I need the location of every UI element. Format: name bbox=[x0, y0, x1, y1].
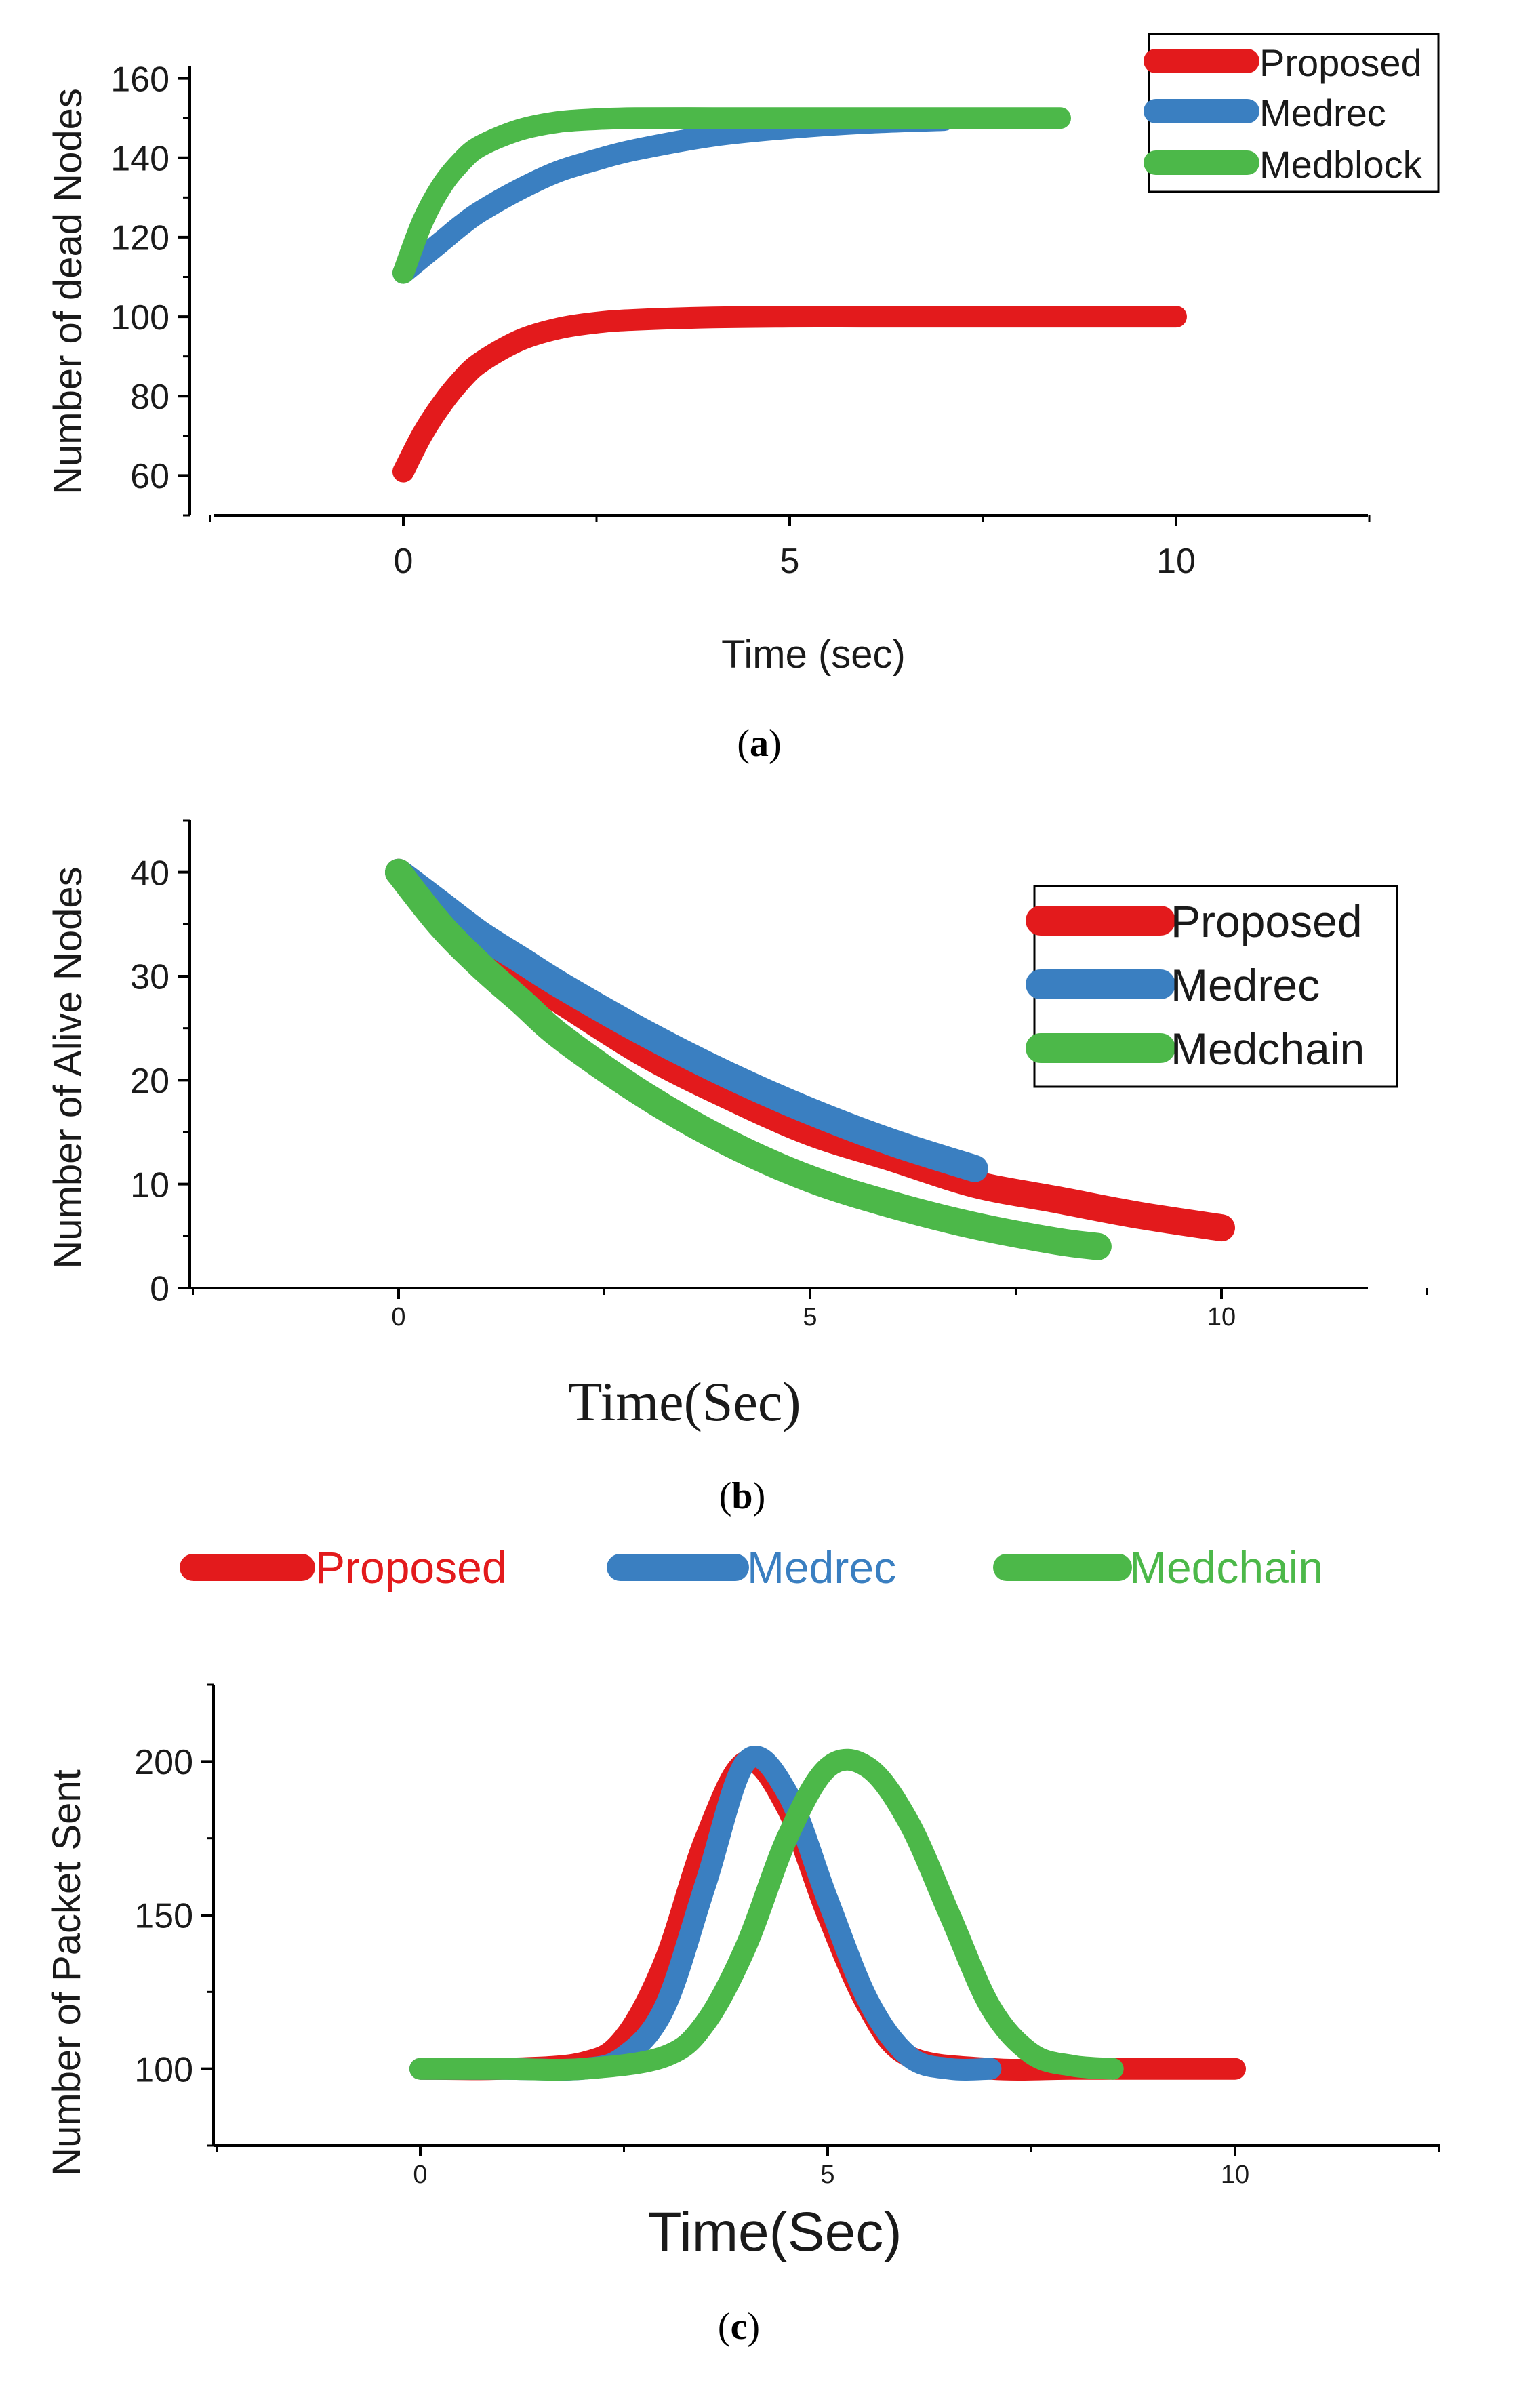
panel-b: Number of Alive Nodes 0 10 20 30 40 0 5 10 Time… bbox=[46, 819, 1428, 1517]
panel-c-legend: Proposed Medrec Medchain bbox=[180, 1542, 1323, 1592]
panel-c-legend-label-medrec: Medrec bbox=[747, 1542, 896, 1592]
panel-a-xlabel: Time (sec) bbox=[721, 633, 906, 677]
panel-a-legend-label-proposed: Proposed bbox=[1259, 41, 1422, 84]
panel-c-xlabel: Time(Sec) bbox=[647, 2201, 902, 2263]
panel-a-ytick-label: 100 bbox=[110, 298, 169, 338]
panel-a-ytick-label: 160 bbox=[110, 60, 169, 99]
panel-a-ytick-label: 60 bbox=[130, 457, 169, 496]
panel-c-xtick-label: 0 bbox=[413, 2161, 427, 2189]
panel-a-series bbox=[392, 107, 1187, 483]
panel-c-ylabel: Number of Packet Sent bbox=[45, 1769, 89, 2176]
panel-c-ytick-label: 150 bbox=[134, 1897, 193, 1936]
panel-a-series-medblock bbox=[392, 107, 1071, 284]
panel-b-ylabel: Number of Alive Nodes bbox=[46, 866, 90, 1268]
panel-c-legend-label-proposed: Proposed bbox=[315, 1542, 507, 1592]
panel-a-legend-label-medrec: Medrec bbox=[1259, 92, 1386, 134]
panel-b-series-medrec bbox=[385, 858, 988, 1182]
panel-a-ylabel: Number of dead Nodes bbox=[46, 88, 90, 495]
panel-b-ytick-label: 10 bbox=[130, 1165, 169, 1205]
panel-b-caption: (b) bbox=[719, 1475, 765, 1517]
panel-a-xtick-label: 5 bbox=[780, 542, 800, 581]
panel-c-xtick-label: 10 bbox=[1221, 2161, 1249, 2189]
panel-c-series bbox=[409, 1746, 1246, 2081]
panel-b-series-medchain bbox=[385, 858, 1112, 1260]
panel-b-legend-label-medchain: Medchain bbox=[1171, 1024, 1365, 1074]
panel-b-series bbox=[385, 858, 1235, 1260]
panel-a-legend: Proposed Medrec Medblock bbox=[1144, 33, 1440, 193]
panel-a-ytick-label: 80 bbox=[130, 378, 169, 417]
panel-b-legend-label-proposed: Proposed bbox=[1171, 896, 1362, 946]
panel-a-caption: (a) bbox=[737, 723, 781, 765]
panel-a-ticks: 60 80 100 120 140 160 0 5 10 bbox=[110, 60, 1371, 581]
panel-b-legend-label-medrec: Medrec bbox=[1171, 960, 1320, 1010]
panel-b-ytick-label: 30 bbox=[130, 958, 169, 997]
panel-a-xtick-label: 10 bbox=[1156, 542, 1196, 581]
panel-a-series-proposed bbox=[392, 306, 1187, 483]
panel-c: Proposed Medrec Medchain Number of Packe… bbox=[45, 1542, 1440, 2348]
panel-a-xtick-label: 0 bbox=[394, 542, 413, 581]
panel-b-ticks: 0 10 20 30 40 0 5 10 bbox=[130, 819, 1428, 1331]
panel-c-legend-label-medchain: Medchain bbox=[1129, 1542, 1323, 1592]
panel-c-ytick-label: 200 bbox=[134, 1743, 193, 1782]
panel-c-xtick-label: 5 bbox=[820, 2161, 834, 2189]
panel-c-caption: (c) bbox=[718, 2306, 760, 2348]
panel-b-legend: Proposed Medrec Medchain bbox=[1026, 885, 1398, 1088]
panel-a: Number of dead Nodes 60 80 100 120 140 160 0 5 1… bbox=[46, 33, 1440, 765]
panel-b-xtick-label: 5 bbox=[803, 1303, 817, 1331]
panel-b-ytick-label: 20 bbox=[130, 1062, 169, 1101]
panel-c-series-medchain bbox=[409, 1748, 1124, 2081]
panel-b-xtick-label: 0 bbox=[391, 1303, 405, 1331]
panel-b-xtick-label: 10 bbox=[1207, 1303, 1236, 1331]
panel-b-ytick-label: 40 bbox=[130, 854, 169, 893]
panel-b-xlabel: Time(Sec) bbox=[568, 1371, 801, 1432]
panel-b-ytick-label: 0 bbox=[150, 1270, 169, 1309]
panel-a-ytick-label: 140 bbox=[110, 139, 169, 178]
panel-a-legend-label-medblock: Medblock bbox=[1259, 143, 1423, 186]
panel-a-ytick-label: 120 bbox=[110, 219, 169, 258]
panel-c-ytick-label: 100 bbox=[134, 2050, 193, 2089]
panel-c-ticks: 100 150 200 0 5 10 bbox=[134, 1683, 1440, 2189]
